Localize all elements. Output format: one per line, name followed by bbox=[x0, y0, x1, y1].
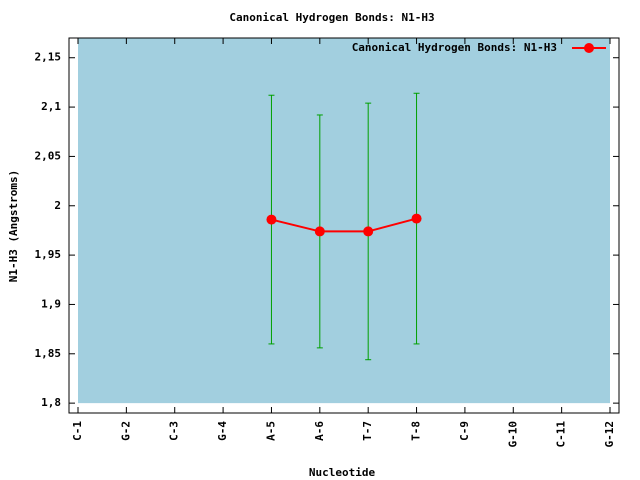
x-axis-label: Nucleotide bbox=[309, 466, 376, 479]
x-tick-label: G-4 bbox=[216, 421, 229, 441]
y-tick-label: 1,95 bbox=[35, 248, 62, 261]
plot-frame bbox=[68, 37, 620, 414]
legend-label: Canonical Hydrogen Bonds: N1-H3 bbox=[352, 41, 557, 54]
x-tick-label: A-5 bbox=[264, 421, 277, 441]
x-tick-label: A-6 bbox=[313, 421, 326, 441]
data-point bbox=[266, 214, 277, 225]
y-tick-label: 1,9 bbox=[41, 297, 61, 310]
y-tick-label: 2,05 bbox=[35, 149, 62, 162]
x-tick-label: T-7 bbox=[361, 421, 374, 441]
y-tick-label: 2 bbox=[54, 199, 61, 212]
data-point bbox=[411, 213, 422, 224]
y-tick-label: 1,85 bbox=[35, 347, 62, 360]
chart-title: Canonical Hydrogen Bonds: N1-H3 bbox=[229, 11, 434, 24]
y-tick-label: 2,15 bbox=[35, 51, 62, 64]
legend-marker bbox=[584, 43, 594, 53]
x-tick-label: G-2 bbox=[119, 421, 132, 441]
x-tick-label: C-9 bbox=[458, 421, 471, 441]
x-tick-label: C-1 bbox=[71, 421, 84, 441]
x-tick-label: C-3 bbox=[168, 421, 181, 441]
y-tick-label: 2,1 bbox=[41, 100, 61, 113]
x-tick-label: C-11 bbox=[555, 421, 568, 448]
y-axis-label: N1-H3 (Angstroms) bbox=[7, 170, 20, 283]
data-point bbox=[363, 226, 374, 237]
plot-background bbox=[78, 38, 610, 404]
x-tick-label: G-12 bbox=[603, 421, 616, 448]
x-tick-label: G-10 bbox=[506, 421, 519, 448]
series-line bbox=[271, 217, 417, 233]
x-tick-label: T-8 bbox=[410, 421, 423, 441]
y-tick-label: 1,8 bbox=[41, 396, 61, 409]
data-point bbox=[314, 226, 325, 237]
